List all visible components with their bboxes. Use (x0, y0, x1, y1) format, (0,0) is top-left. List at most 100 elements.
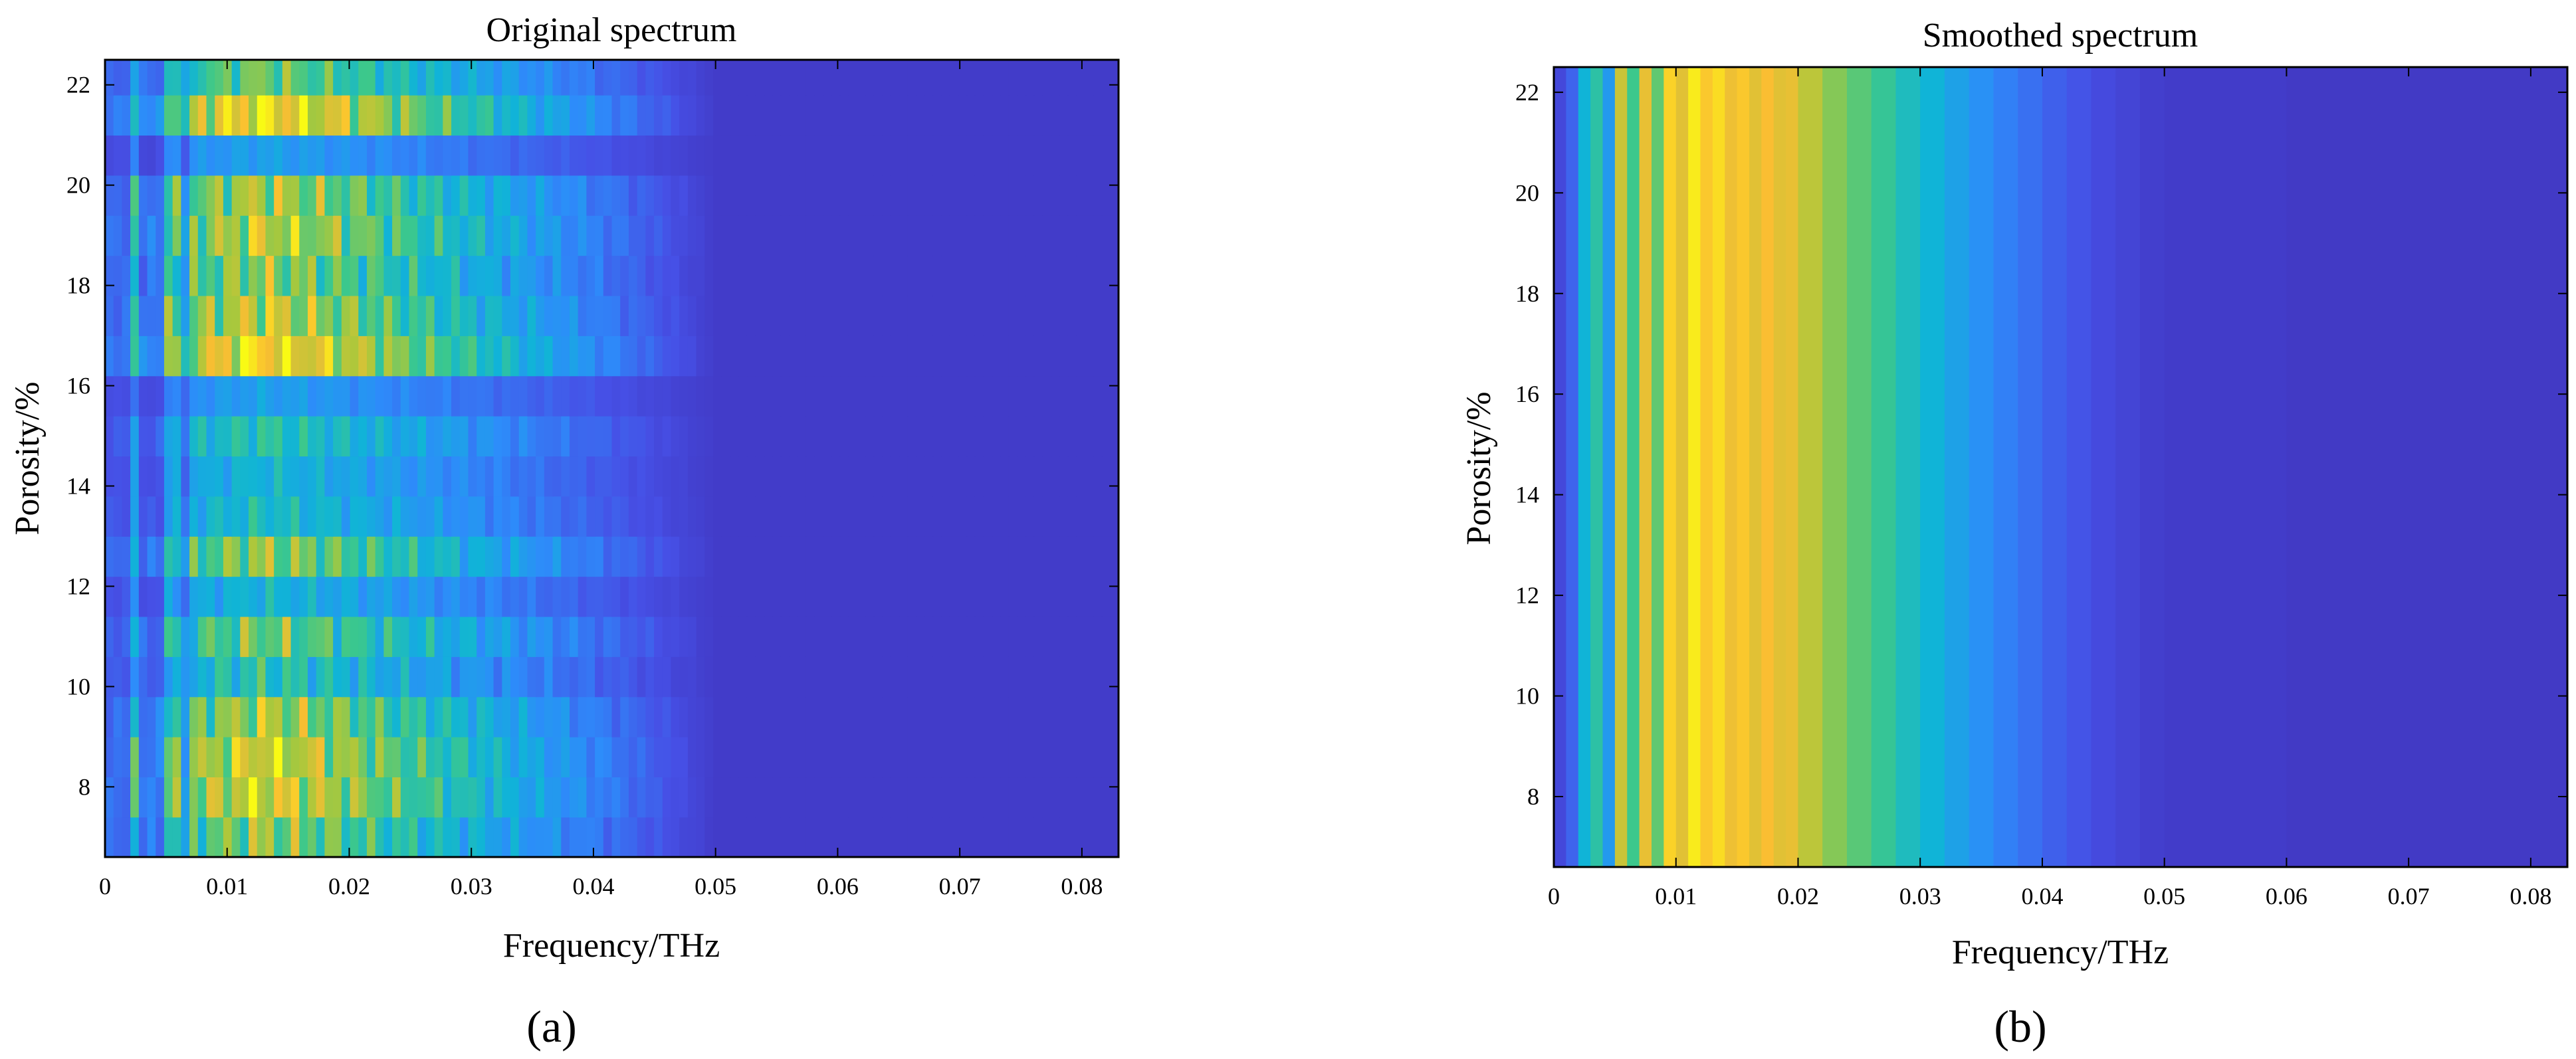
heatmap-cell (857, 215, 866, 256)
heatmap-cell (1067, 696, 1077, 737)
heatmap-cell (350, 60, 360, 96)
heatmap-cell (645, 255, 655, 296)
heatmap-cell (122, 736, 131, 778)
heatmap-cell (772, 175, 782, 216)
heatmap-cell (366, 415, 376, 457)
heatmap-cell (518, 777, 528, 818)
heatmap-cell (1008, 496, 1018, 537)
heatmap-cell (189, 656, 199, 698)
heatmap-cell (1067, 496, 1077, 537)
x-tick-label: 0.07 (939, 873, 981, 900)
plot-frame-b (1553, 66, 2569, 868)
heatmap-cell (974, 696, 984, 737)
heatmap-cell (282, 215, 292, 256)
heatmap-cell (1067, 94, 1077, 136)
heatmap-cell (1042, 94, 1052, 136)
heatmap-cell (536, 656, 545, 698)
heatmap-cell (527, 656, 536, 698)
heatmap-cell (1059, 456, 1069, 497)
heatmap-cell (949, 295, 959, 336)
heatmap-cell (1025, 656, 1035, 698)
heatmap-cell (105, 94, 114, 136)
heatmap-cell (172, 175, 182, 216)
heatmap-cell (789, 535, 798, 577)
heatmap-cell (383, 60, 393, 96)
heatmap-cell (755, 60, 765, 96)
heatmap-cell (1051, 295, 1060, 336)
heatmap-cell (477, 576, 486, 617)
heatmap-cell (916, 60, 925, 96)
heatmap-cell (400, 215, 410, 256)
heatmap-cell (865, 696, 875, 737)
heatmap-cell (654, 817, 663, 857)
heatmap-cell (839, 255, 849, 296)
heatmap-cell (848, 255, 857, 296)
heatmap-cell (163, 817, 173, 857)
heatmap-cell (814, 60, 824, 96)
heatmap-cell (1067, 336, 1077, 377)
heatmap-cell (265, 616, 274, 657)
heatmap-cell (924, 60, 934, 96)
heatmap-cell (316, 255, 326, 296)
heatmap-cell (603, 336, 613, 377)
heatmap-cell (324, 616, 334, 657)
heatmap-cell (392, 375, 401, 417)
heatmap-cell (544, 576, 554, 617)
heatmap-cell (468, 777, 477, 818)
heatmap-cell (223, 535, 233, 577)
heatmap-cell (130, 777, 140, 818)
heatmap-cell (992, 336, 1001, 377)
heatmap-cell (839, 616, 849, 657)
heatmap-cell (417, 535, 427, 577)
heatmap-cell (366, 535, 376, 577)
heatmap-cell (443, 375, 452, 417)
heatmap-cell (1101, 336, 1111, 377)
heatmap-cell (983, 576, 993, 617)
heatmap-cell (628, 777, 638, 818)
heatmap-cell (451, 94, 461, 136)
heatmap-cell (484, 135, 494, 176)
heatmap-cell (569, 576, 579, 617)
heatmap-cell (924, 817, 934, 857)
heatmap-cell (324, 696, 334, 737)
heatmap-cell (958, 135, 968, 176)
heatmap-cell (1059, 60, 1069, 96)
heatmap-cell (839, 535, 849, 577)
heatmap-cell (249, 496, 258, 537)
heatmap-cell (873, 336, 883, 377)
heatmap-cell (814, 496, 824, 537)
heatmap-cell (738, 175, 748, 216)
heatmap-cell (746, 415, 756, 457)
heatmap-cell (764, 336, 773, 377)
heatmap-cell (1042, 255, 1052, 296)
heatmap-cell (1076, 496, 1085, 537)
heatmap-cell (992, 255, 1001, 296)
heatmap-cell (992, 94, 1001, 136)
heatmap-cell (350, 696, 360, 737)
heatmap-cell (865, 576, 875, 617)
heatmap-cell (865, 535, 875, 577)
heatmap-cell (983, 736, 993, 778)
heatmap-cell (510, 496, 520, 537)
heatmap-cell (518, 616, 528, 657)
heatmap-cell (899, 535, 909, 577)
heatmap-cell (358, 616, 368, 657)
heatmap-cell (502, 817, 511, 857)
heatmap-cell (358, 456, 368, 497)
heatmap-cell (299, 777, 308, 818)
heatmap-cell (172, 456, 182, 497)
heatmap-cell (958, 535, 968, 577)
heatmap-cell (713, 817, 722, 857)
heatmap-cell (552, 94, 562, 136)
heatmap-cell (451, 696, 461, 737)
heatmap-cell (189, 415, 199, 457)
heatmap-cell (434, 696, 444, 737)
heatmap-cell (578, 215, 588, 256)
heatmap-cell (873, 135, 883, 176)
heatmap-cell (687, 535, 697, 577)
heatmap-cell (409, 60, 419, 96)
heatmap-cell (383, 535, 393, 577)
heatmap-cell (147, 817, 157, 857)
heatmap-cell (628, 736, 638, 778)
heatmap-cell (924, 295, 934, 336)
